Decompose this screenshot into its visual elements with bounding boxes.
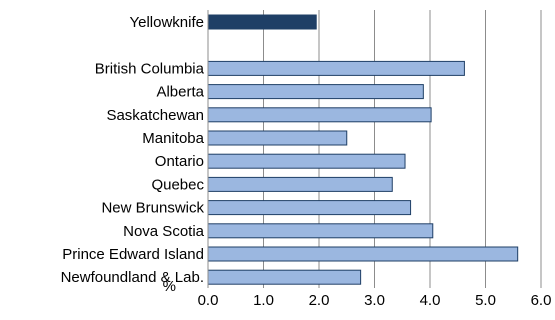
x-tick-labels: 0.0 1.0 2.0 3.0 4.0 5.0 6.0 <box>198 292 552 309</box>
bars <box>207 14 519 285</box>
x-tick-label: 4.0 <box>420 292 441 309</box>
bar <box>207 60 465 76</box>
bar <box>207 153 406 169</box>
category-label: Nova Scotia <box>123 223 205 240</box>
x-tick-label: 1.0 <box>253 292 274 309</box>
category-label: New Brunswick <box>101 200 204 217</box>
x-tick-label: 6.0 <box>531 292 552 309</box>
category-label: Newfoundland & Lab. <box>61 269 204 286</box>
bar <box>207 246 519 262</box>
category-label: British Columbia <box>95 60 205 77</box>
category-label: Saskatchewan <box>106 107 204 124</box>
category-label: Ontario <box>155 153 204 170</box>
x-tick-label: 5.0 <box>475 292 496 309</box>
x-tick-label: 0.0 <box>198 292 219 309</box>
category-labels: Yellowknife British Columbia Alberta Saskat… <box>61 14 205 286</box>
bar <box>207 14 317 30</box>
x-tick-label: 3.0 <box>364 292 385 309</box>
bar <box>207 176 393 192</box>
category-label: Yellowknife <box>130 14 205 31</box>
bar <box>207 200 412 216</box>
bar <box>207 107 432 123</box>
bar <box>207 223 434 239</box>
bar <box>207 130 348 146</box>
gridlines <box>263 10 542 288</box>
category-label: Manitoba <box>142 130 204 147</box>
bar <box>207 84 424 100</box>
category-label: Quebec <box>151 176 204 193</box>
category-label: Prince Edward Island <box>62 246 204 263</box>
x-axis-unit-label: % <box>163 278 176 295</box>
category-label: Alberta <box>156 84 204 101</box>
x-tick-label: 2.0 <box>309 292 330 309</box>
bar <box>207 269 362 285</box>
